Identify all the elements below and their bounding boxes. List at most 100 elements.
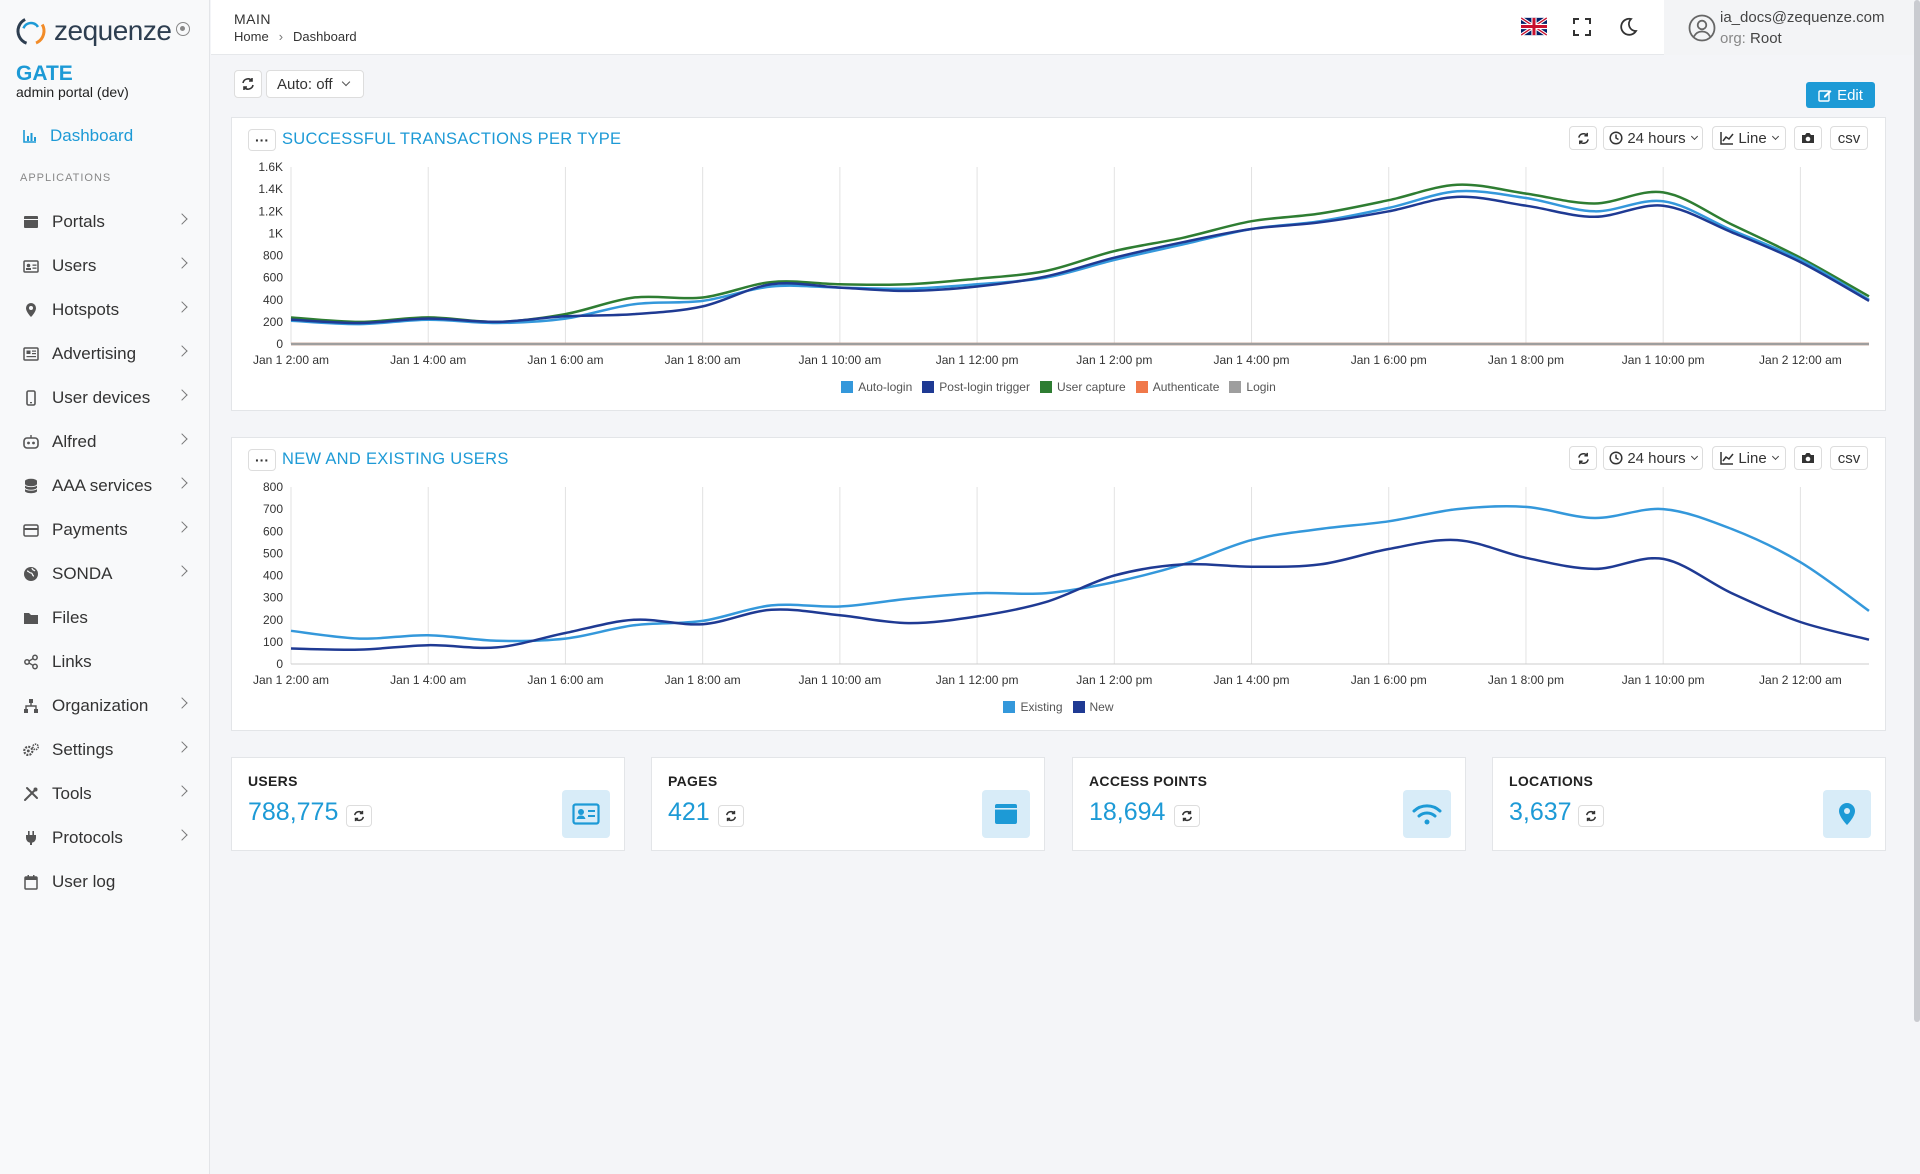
series-line-new[interactable]: [290, 538, 1870, 651]
transactions-chart-card: ··· SUCCESSFUL TRANSACTIONS PER TYPE 24 …: [231, 117, 1886, 411]
chart-options-button[interactable]: ···: [248, 449, 276, 471]
y-tick-label: 500: [263, 546, 283, 560]
dashboard-refresh-button[interactable]: [234, 70, 262, 98]
sidebar-item-protocols[interactable]: Protocols: [0, 816, 210, 860]
x-tick-label: Jan 1 2:00 pm: [1076, 353, 1152, 367]
legend-swatch: [1003, 701, 1016, 713]
legend-item-login[interactable]: Login: [1229, 380, 1276, 394]
sidebar-item-alfred[interactable]: Alfred: [0, 420, 210, 464]
sidebar-item-settings[interactable]: Settings: [0, 728, 210, 772]
auto-refresh-dropdown[interactable]: Auto: off: [266, 70, 364, 98]
chart-refresh-button[interactable]: [1569, 126, 1597, 150]
csv-button[interactable]: csv: [1830, 126, 1868, 150]
stat-card-pages: PAGES 421: [651, 757, 1045, 851]
stat-refresh-button[interactable]: [718, 805, 744, 827]
stat-refresh-button[interactable]: [1578, 805, 1604, 827]
x-tick-label: Jan 1 12:00 pm: [936, 673, 1019, 687]
edit-button[interactable]: Edit: [1806, 82, 1875, 108]
chart-options-button[interactable]: ···: [248, 129, 276, 151]
map-pin-icon: [22, 301, 40, 319]
series-line-auto-login[interactable]: [290, 189, 1870, 326]
legend-item-user-capture[interactable]: User capture: [1039, 380, 1126, 394]
uk-flag-icon[interactable]: [1521, 17, 1547, 36]
y-tick-label: 700: [263, 502, 283, 516]
sidebar-item-label: Links: [52, 652, 92, 671]
sidebar-item-users[interactable]: Users: [0, 244, 210, 288]
sidebar-item-label: Alfred: [52, 432, 97, 451]
sidebar-item-hotspots[interactable]: Hotspots: [0, 288, 210, 332]
sidebar-item-organization[interactable]: Organization: [0, 684, 210, 728]
sidebar-item-payments[interactable]: Payments: [0, 508, 210, 552]
globe-icon: [22, 565, 40, 583]
line-chart-icon: [1720, 132, 1734, 145]
csv-button[interactable]: csv: [1830, 446, 1868, 470]
legend-item-existing[interactable]: Existing: [1003, 700, 1063, 714]
sidebar-item-label: User log: [52, 872, 116, 891]
chart-legend: Auto-login Post-login trigger User captu…: [232, 380, 1885, 394]
legend-swatch: [841, 381, 854, 393]
logo-text: zequenze: [54, 15, 172, 46]
series-line-post-login-trigger[interactable]: [290, 195, 1870, 325]
legend-item-auto-login[interactable]: Auto-login: [841, 380, 912, 394]
gears-icon: [22, 741, 40, 759]
sidebar-item-label: User devices: [52, 388, 151, 407]
legend-item-new[interactable]: New: [1072, 700, 1114, 714]
x-tick-label: Jan 1 12:00 pm: [936, 353, 1019, 367]
stat-refresh-button[interactable]: [346, 805, 372, 827]
y-tick-label: 100: [263, 635, 283, 649]
chart-type-dropdown[interactable]: Line: [1712, 126, 1786, 150]
sidebar-item-aaa-services[interactable]: AAA services: [0, 464, 210, 508]
y-tick-label: 400: [263, 293, 283, 307]
time-range-dropdown[interactable]: 24 hours: [1603, 446, 1703, 470]
x-tick-label: Jan 1 4:00 am: [390, 353, 466, 367]
y-tick-label: 1.2K: [258, 204, 283, 218]
x-tick-label: Jan 1 10:00 am: [799, 353, 882, 367]
user-menu[interactable]: ia_docs@zequenze.com org: Root: [1664, 0, 1920, 55]
sidebar-item-sonda[interactable]: SONDA: [0, 552, 210, 596]
chevron-right-icon: [176, 213, 188, 225]
users-line-chart: 0 100 200 300 400 500 600 700 800 Jan 1 2:00 am Ja…: [253, 480, 1870, 687]
chart-refresh-button[interactable]: [1569, 446, 1597, 470]
sidebar-item-dashboard[interactable]: Dashboard: [22, 126, 133, 146]
sidebar-item-label: AAA services: [52, 476, 153, 495]
series-line-existing[interactable]: [290, 505, 1870, 643]
wifi-icon: [1403, 790, 1451, 838]
sidebar-item-user-log[interactable]: User log: [0, 860, 210, 904]
screenshot-button[interactable]: [1794, 126, 1822, 150]
screenshot-button[interactable]: [1794, 446, 1822, 470]
legend-item-post-login-trigger[interactable]: Post-login trigger: [922, 380, 1030, 394]
refresh-icon: [1577, 132, 1589, 144]
sidebar-item-portals[interactable]: Portals: [0, 200, 210, 244]
legend-label: Auto-login: [858, 380, 913, 394]
id-card-icon: [22, 257, 40, 275]
chart-type-dropdown[interactable]: Line: [1712, 446, 1786, 470]
x-tick-label: Jan 1 10:00 am: [799, 673, 882, 687]
sidebar-item-user-devices[interactable]: User devices: [0, 376, 210, 420]
chevron-right-icon: [176, 785, 188, 797]
fullscreen-icon[interactable]: [1571, 16, 1593, 38]
sidebar-item-advertising[interactable]: Advertising: [0, 332, 210, 376]
y-tick-label: 300: [263, 591, 283, 605]
stat-refresh-button[interactable]: [1174, 805, 1200, 827]
chart-title: SUCCESSFUL TRANSACTIONS PER TYPE: [282, 130, 622, 148]
x-tick-label: Jan 1 2:00 pm: [1076, 673, 1152, 687]
sidebar-item-links[interactable]: Links: [0, 640, 210, 684]
stat-label: LOCATIONS: [1509, 773, 1594, 789]
y-tick-label: 1.4K: [258, 182, 283, 196]
stat-value: 18,694: [1089, 798, 1166, 826]
dark-mode-moon-icon[interactable]: [1617, 16, 1639, 38]
logo[interactable]: zequenze: [14, 14, 172, 48]
series-line-user-capture[interactable]: [290, 183, 1870, 324]
time-range-dropdown[interactable]: 24 hours: [1603, 126, 1703, 150]
page-scrollbar[interactable]: [1914, 0, 1920, 1022]
legend-item-authenticate[interactable]: Authenticate: [1135, 380, 1219, 394]
sidebar-item-label: Organization: [52, 696, 149, 715]
stat-card-locations: LOCATIONS 3,637: [1492, 757, 1886, 851]
sidebar-item-files[interactable]: Files: [0, 596, 210, 640]
stat-value: 421: [668, 798, 710, 826]
pin-sidebar-icon[interactable]: [176, 22, 190, 36]
x-tick-label: Jan 1 4:00 pm: [1213, 673, 1289, 687]
breadcrumb-home[interactable]: Home: [234, 29, 269, 44]
refresh-icon: [1181, 810, 1193, 822]
sidebar-item-tools[interactable]: Tools: [0, 772, 210, 816]
